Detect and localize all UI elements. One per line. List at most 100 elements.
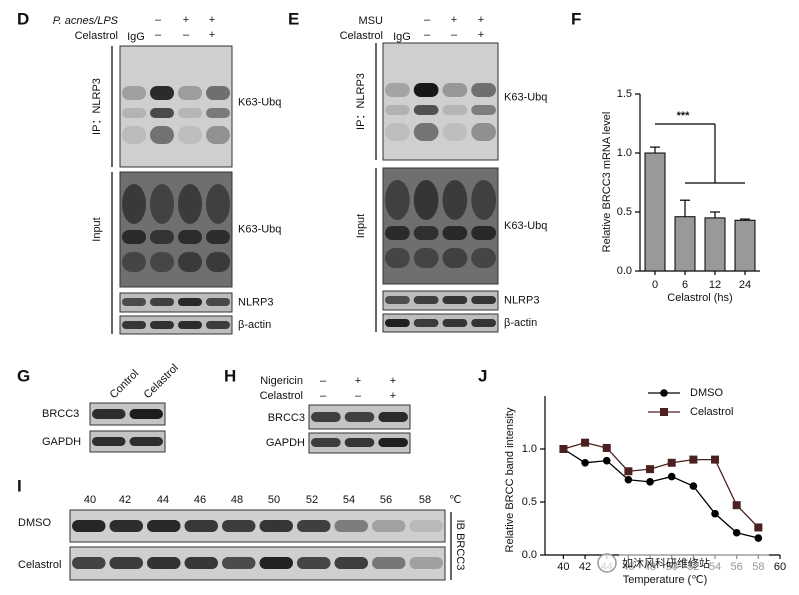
band-label: NLRP3 — [504, 294, 539, 306]
marker — [624, 467, 633, 476]
blot-band — [297, 520, 331, 532]
blot-band — [385, 248, 410, 268]
blot-band — [178, 230, 202, 244]
marker — [754, 534, 763, 542]
x-tick-label: 24 — [739, 279, 751, 291]
legend-marker — [660, 389, 668, 397]
legend-label: DMSO — [690, 387, 723, 399]
treatment-label: Celastrol — [75, 30, 118, 42]
blot-band — [206, 184, 230, 224]
bar — [734, 219, 756, 272]
blot-band — [471, 105, 496, 115]
blot — [89, 430, 166, 453]
blot-band — [206, 230, 230, 244]
blot-band — [442, 105, 468, 115]
blot-band — [413, 296, 439, 304]
blot-band — [150, 126, 174, 144]
temperature-label: 56 — [380, 494, 392, 506]
y-tick-label: 1.0 — [617, 147, 632, 159]
blot-band — [178, 252, 202, 272]
legend-marker — [660, 408, 668, 416]
watermark-icon — [597, 553, 617, 573]
temperature-label: 44 — [157, 494, 169, 506]
blot-band — [129, 409, 163, 419]
blot-band — [122, 86, 146, 100]
marker — [711, 455, 720, 464]
y-tick-label: 1.0 — [522, 443, 537, 455]
blot-band — [413, 226, 439, 240]
treatment-label: P. acnes/LPS — [53, 15, 119, 27]
blot-band — [122, 126, 146, 144]
marker — [624, 475, 633, 484]
input-label: Input — [91, 217, 103, 241]
antibody-label: IB BRCC3 — [454, 520, 466, 571]
temperature-label: 40 — [84, 494, 96, 506]
y-tick-label: 0.0 — [522, 549, 537, 561]
blot-band — [344, 438, 375, 447]
temperature-label: 50 — [268, 494, 280, 506]
x-tick-label: 60 — [774, 561, 786, 573]
blot-band — [413, 105, 439, 115]
blot-band — [122, 108, 146, 118]
blot — [382, 313, 499, 333]
x-axis-label: Celastrol (hs) — [667, 292, 732, 304]
marker — [711, 509, 719, 518]
watermark: 如沐风科研维修站 — [622, 556, 710, 570]
row-label: Celastrol — [18, 559, 61, 571]
blot-band — [150, 298, 174, 306]
blot-band — [259, 557, 293, 569]
legend-label: Celastrol — [690, 406, 733, 418]
band-label: K63-Ubq — [238, 96, 281, 108]
blot-band — [442, 123, 468, 141]
blot-band — [372, 557, 406, 569]
label: I — [17, 476, 22, 495]
y-axis-label: Relative BRCC band intensity — [504, 407, 516, 552]
blot-band — [222, 557, 256, 569]
marker — [732, 528, 741, 537]
blot — [119, 292, 233, 313]
temperature-label: 48 — [231, 494, 243, 506]
blot-band — [72, 557, 106, 569]
igg-label: IgG — [393, 31, 411, 43]
y-tick-label: 0.0 — [617, 265, 632, 277]
blot-band — [334, 557, 368, 569]
blot-band — [122, 321, 146, 329]
sign: + — [209, 29, 215, 41]
blot-band — [413, 83, 439, 97]
blot-band — [471, 296, 496, 304]
column-label: Celastrol — [142, 362, 181, 401]
band-label: K63-Ubq — [238, 223, 281, 235]
x-tick-label: 6 — [682, 279, 688, 291]
marker — [602, 456, 611, 465]
label: F — [571, 9, 581, 28]
sign: – — [451, 29, 458, 41]
sign: + — [451, 14, 457, 26]
blot-band — [409, 557, 443, 569]
sign: + — [355, 375, 361, 387]
blot-band — [385, 123, 410, 141]
blot-band — [372, 520, 406, 532]
band-label: GAPDH — [42, 436, 81, 448]
bar — [644, 152, 666, 272]
sign: + — [183, 14, 189, 26]
blot-band — [206, 108, 230, 118]
x-tick-label: 12 — [709, 279, 721, 291]
blot-band — [413, 319, 439, 327]
x-tick-label: 42 — [579, 561, 591, 573]
blot-band — [147, 520, 181, 532]
marker — [581, 458, 589, 467]
band-label: BRCC3 — [268, 412, 305, 424]
blot-band — [178, 184, 202, 224]
blot-band — [206, 321, 230, 329]
blot — [382, 42, 499, 161]
band-label: GAPDH — [266, 437, 305, 449]
temperature-label: 54 — [343, 494, 355, 506]
blot-band — [442, 83, 468, 97]
unit-label: ℃ — [449, 494, 461, 506]
marker — [689, 482, 698, 490]
sign: – — [155, 14, 162, 26]
band-label: β-actin — [238, 319, 271, 331]
blot-band — [206, 252, 230, 272]
blot-band — [442, 180, 468, 220]
